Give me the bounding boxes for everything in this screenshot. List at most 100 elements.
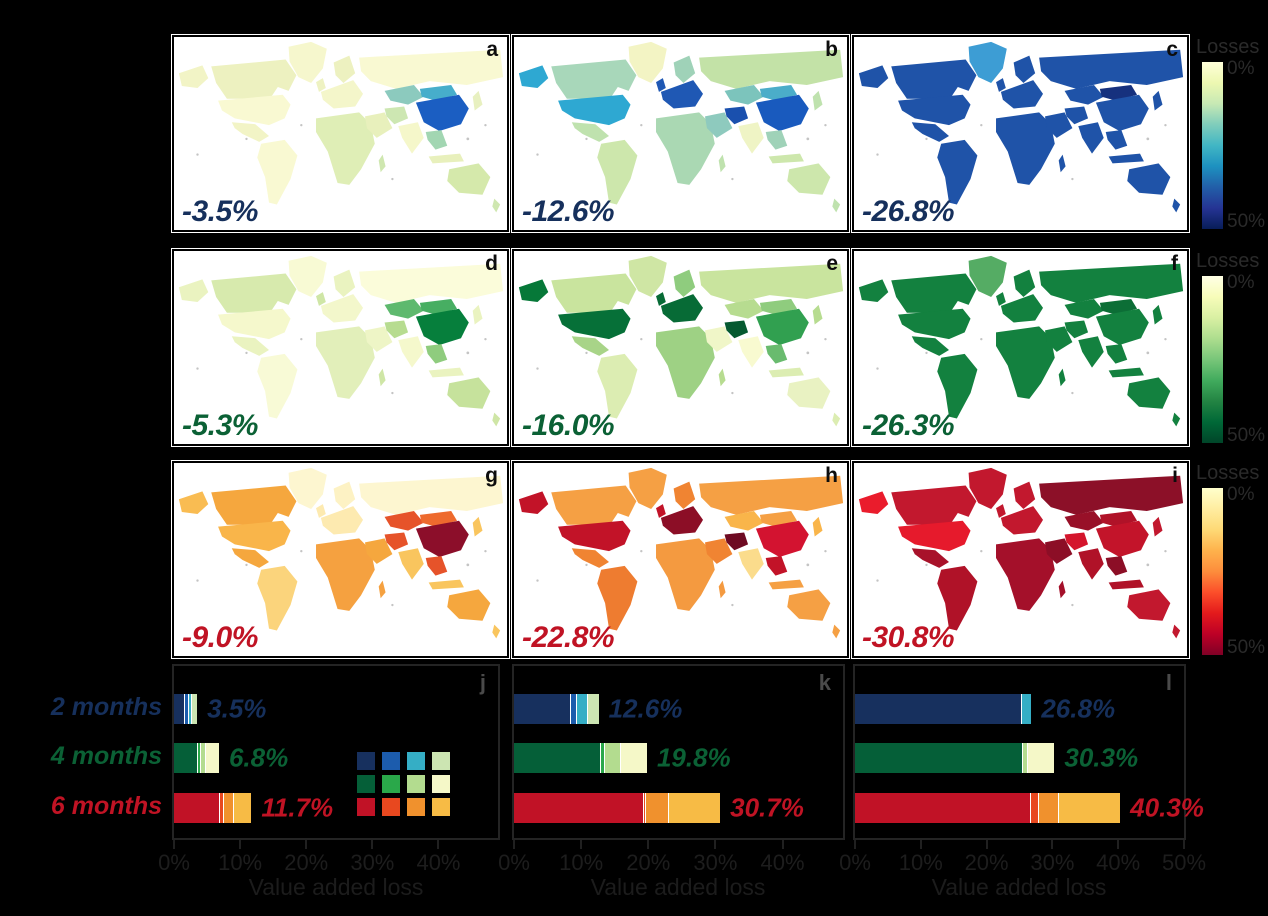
bar-total-label: 12.6%: [608, 693, 683, 724]
panel-letter: j: [479, 670, 486, 695]
x-tick: [580, 840, 583, 849]
legend-swatch: [407, 775, 425, 793]
global-loss-label: -12.6%: [522, 195, 615, 228]
bar-segment: [174, 694, 184, 724]
map-panel-c: c -26.8%: [851, 34, 1190, 233]
x-tick: [854, 840, 856, 849]
map-panel-h: h -22.8%: [511, 460, 850, 659]
colorbar-title: Losses: [1196, 250, 1260, 272]
bar-segment: [514, 694, 571, 724]
colorbar-max-label: 50%: [1227, 211, 1266, 232]
x-tick-label: 40%: [760, 850, 805, 875]
global-loss-label: -16.0%: [522, 409, 615, 442]
panel-letter: g: [485, 464, 498, 487]
map-panel-i: i -30.8%: [851, 460, 1190, 659]
bar-segment: [514, 793, 643, 823]
category-label-4-months: 4 months: [50, 742, 162, 770]
legend-swatch: [382, 775, 400, 793]
bar-segment: [1057, 793, 1121, 823]
x-tick: [305, 840, 308, 849]
legend-swatch: [357, 752, 375, 770]
panel-letter: l: [1165, 670, 1172, 695]
bar-segment: [1037, 793, 1058, 823]
x-tick: [239, 840, 242, 849]
bar-segment: [514, 743, 600, 773]
x-tick: [173, 840, 175, 849]
global-loss-label: -9.0%: [182, 621, 258, 654]
x-tick-label: 20%: [964, 850, 1009, 875]
global-loss-label: -22.8%: [522, 621, 615, 654]
x-tick: [513, 840, 515, 849]
x-tick-label: 10%: [898, 850, 943, 875]
bar-segment: [200, 743, 206, 773]
x-tick-label: 10%: [218, 850, 263, 875]
colorbar-gradient: [1202, 276, 1223, 443]
global-loss-label: -26.3%: [862, 409, 955, 442]
colorbar-title: Losses: [1196, 36, 1260, 58]
bar-segment: [855, 743, 1023, 773]
map-panel-e: e -16.0%: [511, 248, 850, 447]
map-panel-b: b -12.6%: [511, 34, 850, 233]
bar-total-label: 6.8%: [228, 742, 289, 773]
bar-segment: [174, 793, 219, 823]
bar-segment: [1027, 743, 1055, 773]
bar-total-label: 30.7%: [730, 792, 804, 823]
bar-track: 11.7%: [174, 793, 498, 823]
bar-segment: [197, 743, 201, 773]
bar-total-label: 40.3%: [1130, 792, 1204, 823]
bar-track: 6.8%: [174, 743, 498, 773]
bar-segment: [187, 694, 191, 724]
x-tick: [985, 840, 988, 849]
x-tick: [647, 840, 650, 849]
bar-panel-k: k 12.6% 19.8% 30.7% 0% 10% 20% 30% 40%: [498, 664, 845, 875]
x-tick: [1051, 840, 1054, 849]
panel-letter: e: [826, 252, 838, 275]
bar-track: 40.3%: [855, 793, 1204, 823]
x-tick-label: 40%: [1096, 850, 1141, 875]
segment-color-legend: [357, 752, 450, 816]
colorbar-min-label: 0%: [1227, 484, 1255, 505]
bar-track: 30.3%: [855, 743, 1184, 773]
bar-segment: [855, 694, 1021, 724]
bar-segment: [620, 743, 647, 773]
legend-swatch: [407, 798, 425, 816]
bar-panel-l: l 26.8% 30.3% 40.3% 0% 10% 20% 30% 40% 50%: [839, 664, 1206, 875]
bar-track: 30.7%: [514, 793, 843, 823]
panel-letter: a: [486, 38, 498, 61]
bar-segment: [576, 694, 588, 724]
colorbar-gradient: [1202, 488, 1223, 655]
x-axis-title: Value added loss: [590, 874, 766, 900]
map-panel-a: a -3.5%: [171, 34, 510, 233]
colorbar-gradient: [1202, 62, 1223, 229]
legend-swatch: [382, 752, 400, 770]
bar-total-label: 26.8%: [1041, 693, 1116, 724]
x-axis-title: Value added loss: [931, 874, 1107, 900]
bar-segment: [1022, 743, 1028, 773]
bar-segment: [1020, 694, 1032, 724]
category-label-2-months: 2 months: [50, 693, 162, 721]
colorbar-max-label: 50%: [1227, 637, 1266, 658]
bar-track: 26.8%: [855, 694, 1184, 724]
bar-segment: [603, 743, 621, 773]
bar-segment: [218, 793, 223, 823]
panel-letter: k: [818, 670, 831, 695]
bar-segment: [233, 793, 252, 823]
bar-segment: [644, 793, 668, 823]
x-axis-title: Value added loss: [248, 874, 424, 900]
legend-swatch: [432, 752, 450, 770]
bar-segment: [174, 743, 198, 773]
colorbar-min-label: 0%: [1227, 272, 1255, 293]
bar-total-label: 30.3%: [1064, 742, 1139, 773]
bar-segment: [1030, 793, 1038, 823]
map-panel-d: d -5.3%: [171, 248, 510, 447]
colorbar-title: Losses: [1196, 462, 1260, 484]
x-tick-label: 30%: [693, 850, 738, 875]
bar-track: 12.6%: [514, 694, 843, 724]
x-tick-label: 20%: [626, 850, 671, 875]
bar-track: 19.8%: [514, 743, 843, 773]
legend-swatch: [407, 752, 425, 770]
x-tick: [714, 840, 717, 849]
panel-letter: h: [825, 464, 838, 487]
legend-swatch: [357, 775, 375, 793]
